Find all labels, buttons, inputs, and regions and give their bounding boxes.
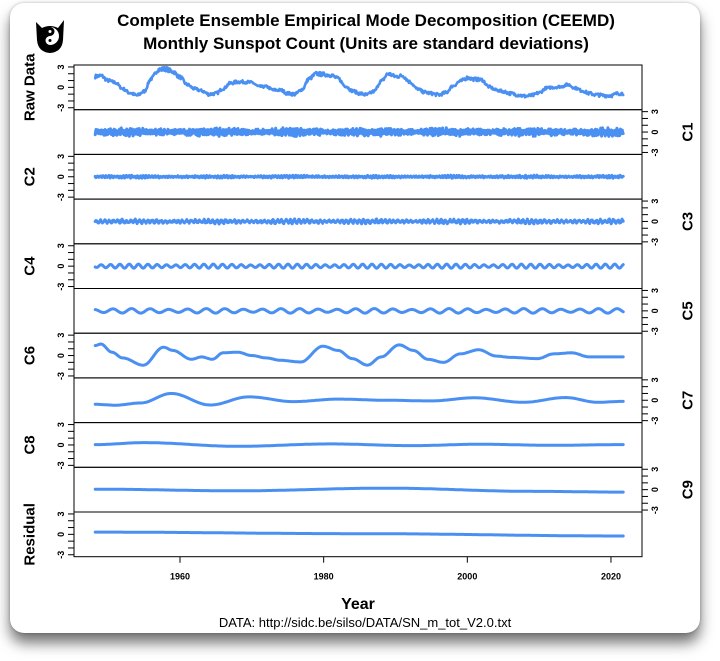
y-tick-label: 3 [56,511,66,516]
panel-label: C7 [680,391,697,410]
y-tick-label: -3 [650,327,660,335]
y-tick-label: -3 [56,104,66,112]
chart-title-line-2: Monthly Sunspot Count (Units are standar… [143,34,589,53]
y-tick-label: -3 [650,506,660,514]
panel-label: C5 [680,301,697,320]
series-line-c5 [93,307,625,315]
logo [36,20,64,53]
y-tick-label: -3 [56,283,66,291]
series-line-c7 [93,392,625,407]
series-line-residual [93,530,625,538]
panel-label: C6 [22,346,39,365]
y-tick-label: 0 [56,264,66,269]
panel-label: C8 [22,435,39,454]
panel-c3: -3 0 3 C3 [73,199,697,246]
y-tick-label: 3 [650,199,660,204]
y-tick-label: 0 [56,174,66,179]
y-tick-label: 3 [56,422,66,427]
series-line-c6 [93,342,625,367]
y-tick-label: -3 [650,148,660,156]
series-line-c8 [93,441,625,448]
y-tick-label: 3 [650,467,660,472]
y-tick-label: 0 [56,442,66,447]
y-tick-label: 3 [650,377,660,382]
x-tick-label: 2000 [457,572,477,582]
y-tick-label: 3 [56,333,66,338]
data-source-note: DATA: http://sidc.be/silso/DATA/SN_m_tot… [219,615,512,630]
y-tick-label: 0 [650,398,660,403]
y-tick-label: 3 [650,288,660,293]
series-line-c9 [93,486,625,494]
y-tick-label: -3 [56,372,66,380]
panel-label: C3 [680,212,697,231]
panel-c9: -3 0 3 C9 [73,467,697,514]
series-line-c4 [93,262,625,270]
panel-frame [73,332,643,379]
y-tick-label: -3 [56,193,66,201]
y-tick-label: -3 [56,551,66,559]
y-tick-label: 0 [650,219,660,224]
series-line-c2 [93,173,625,180]
logo-dot [48,30,52,33]
panel-c7: -3 0 3 C7 [73,377,697,425]
panel-c5: -3 0 3 C5 [73,288,697,335]
x-tick-label: 1960 [170,572,190,582]
x-axis-label: Year [341,596,375,613]
x-tick-label: 2020 [601,572,621,582]
panel-c4: -3 0 3 C4 [22,243,643,291]
y-tick-label: 0 [650,308,660,313]
x-tick-label: 1980 [314,572,334,582]
y-tick-label: 3 [56,154,66,159]
y-tick-label: -3 [650,417,660,425]
panel-c2: -3 0 3 C2 [22,154,643,201]
panel-c8: -3 0 3 C8 [22,422,643,469]
panel-label: C1 [680,122,697,141]
chart-card [10,3,700,633]
y-tick-label: 3 [56,64,66,69]
y-tick-label: 3 [650,109,660,114]
y-tick-label: 0 [56,353,66,358]
x-axis: 1960 1980 2000 2020 [170,556,621,582]
y-tick-label: 0 [650,130,660,135]
y-tick-label: 0 [56,85,66,90]
panel-c1: -3 0 3 C1 [73,109,697,156]
series-line-raw-data [93,65,625,99]
panel-label: C2 [22,167,39,186]
panel-label: Raw Data [22,53,39,121]
panels: -3 0 3 Raw Data -3 0 3 C1 -3 0 3 C2 -3 0 3 C3 -3 0 3 C4 -3 0 3… [22,53,697,566]
series-line-c1 [93,126,625,138]
chart-title-line-1: Complete Ensemble Empirical Mode Decompo… [117,11,615,30]
y-tick-label: 0 [56,532,66,537]
y-tick-label: 0 [650,487,660,492]
panel-residual: -3 0 3 Residual [22,503,643,566]
panel-label: C4 [22,256,39,276]
series-line-c3 [93,217,625,226]
y-tick-label: 3 [56,243,66,248]
panel-label: Residual [22,503,39,566]
y-tick-label: -3 [56,461,66,469]
panel-label: C9 [680,480,697,499]
panel-c6: -3 0 3 C6 [22,333,643,380]
y-tick-label: -3 [650,238,660,246]
panel-raw-data: -3 0 3 Raw Data [22,53,643,121]
logo-dot [48,39,52,42]
